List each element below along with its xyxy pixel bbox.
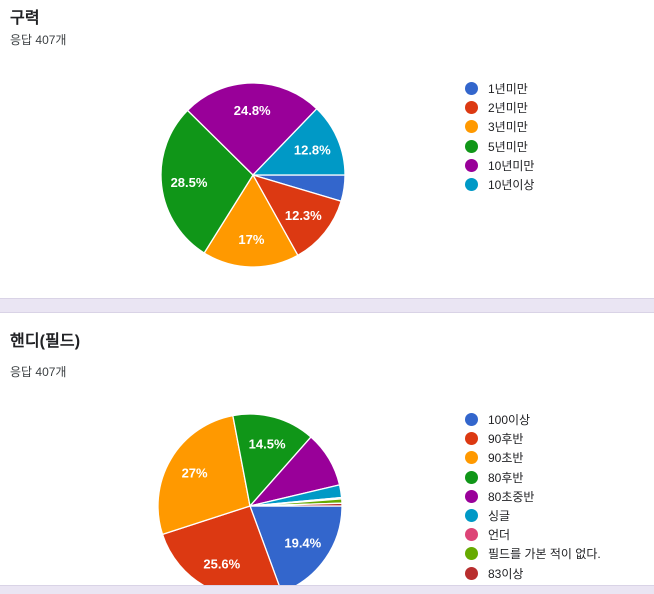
legend-color-dot [465,139,478,153]
pie-slice-3[interactable] [160,109,254,254]
legend-color-dot [465,509,478,523]
pie-slice-2[interactable] [157,414,251,536]
legend-item: 싱글 [465,506,601,525]
legend-label: 3년미만 [488,120,528,135]
legend-item: 5년미만 [465,137,534,156]
question-title-handicap: 핸디(필드) [10,333,81,350]
legend-experience: 1년미만 2년미만 3년미만 5년미만 10년미만 10년이상 [465,79,534,194]
legend-item: 100이상 [465,410,601,429]
legend-item: 83이상 [465,564,601,583]
response-count-experience: 응답 407개 [10,33,67,47]
legend-label: 싱글 [488,509,511,524]
legend-item: 10년미만 [465,156,534,175]
legend-color-dot [465,470,478,484]
legend-color-dot [465,547,478,561]
pie-slice-1[interactable] [161,505,281,585]
legend-item: 80초중반 [465,487,601,506]
question-title-experience: 구력 [10,10,40,27]
legend-item: 80후반 [465,468,601,487]
question-card-experience: 구력 응답 407개 12.3% 17% 28.5% 24.8% 12.8% 1년미만 2… [10,10,535,275]
bottom-divider [0,585,654,594]
legend-item: 3년미만 [465,117,534,136]
legend-color-dot [465,120,478,134]
legend-item: 90초반 [465,448,601,467]
legend-color-dot [465,101,478,115]
legend-color-dot [465,432,478,446]
legend-label: 언더 [488,528,511,543]
legend-color-dot [465,566,478,580]
legend-color-dot [465,82,478,96]
section-divider [0,298,654,313]
legend-color-dot [465,158,478,172]
legend-label: 2년미만 [488,101,528,116]
legend-label: 90초반 [488,451,524,466]
response-count-handicap: 응답 407개 [10,365,67,379]
pie-chart-experience[interactable]: 12.3%17%28.5%24.8%12.8% [153,75,353,275]
legend-item: 1년미만 [465,79,534,98]
legend-label: 80초중반 [488,489,535,504]
legend-label: 80후반 [488,470,524,485]
legend-label: 5년미만 [488,139,528,154]
legend-label: 10년이상 [488,178,535,193]
pie-slice-3[interactable] [232,413,312,507]
legend-item: 90후반 [465,429,601,448]
pie-slice-2[interactable] [203,174,299,268]
legend-label: 100이상 [488,413,531,428]
pie-slice-0[interactable] [249,505,343,585]
legend-label: 필드를 가본 적이 없다. [488,547,601,562]
legend-label: 1년미만 [488,82,528,97]
legend-item: 필드를 가본 적이 없다. [465,544,601,563]
legend-color-dot [465,528,478,542]
pie-slice-1[interactable] [252,174,342,256]
legend-label: 10년미만 [488,158,535,173]
legend-label: 83이상 [488,566,524,581]
legend-label: 90후반 [488,432,524,447]
legend-item: 2년미만 [465,98,534,117]
pie-slice-4[interactable] [186,82,318,176]
legend-item: 10년이상 [465,175,534,194]
pie-chart-handicap[interactable]: 19.4%25.6%27%14.5% [150,406,350,585]
legend-color-dot [465,178,478,192]
legend-item: 언더 [465,525,601,544]
pie-slice-5[interactable] [252,108,346,176]
legend-color-dot [465,451,478,465]
question-card-handicap: 핸디(필드) 응답 407개 19.4% 25.6% 27% 14.5% 100이상 9… [0,313,654,585]
legend-color-dot [465,489,478,503]
legend-color-dot [465,413,478,427]
pie-slice-8[interactable] [249,502,343,507]
